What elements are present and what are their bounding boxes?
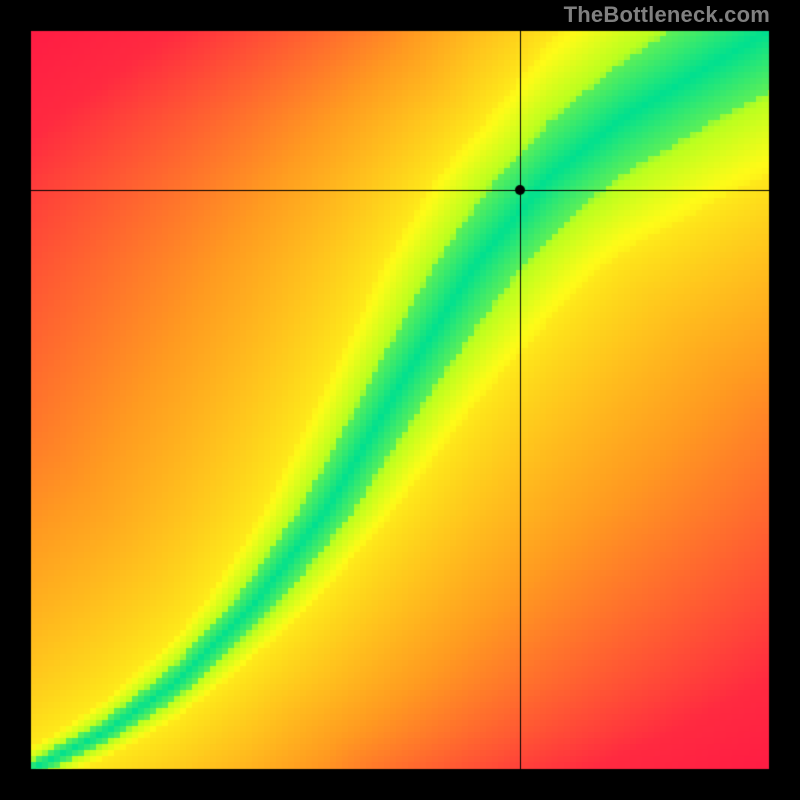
watermark-text: TheBottleneck.com [564,2,770,28]
bottleneck-heatmap [0,0,800,800]
